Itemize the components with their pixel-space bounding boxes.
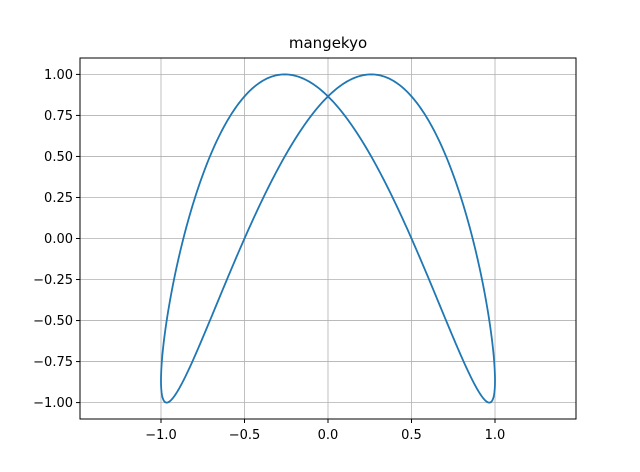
x-tick-label: −1.0 [145, 428, 177, 443]
x-tick-label: −0.5 [229, 428, 261, 443]
y-tick-label: −0.75 [33, 355, 73, 370]
y-tick-label: 0.50 [44, 150, 73, 165]
y-tick-label: 0.00 [44, 232, 73, 247]
x-axis: −1.0 −0.5 0.0 0.5 1.0 [145, 419, 505, 443]
chart-title: mangekyo [289, 34, 367, 52]
y-axis: −1.00 −0.75 −0.50 −0.25 0.00 0.25 0.50 0.75 1.00 [33, 68, 80, 411]
y-tick-label: 0.75 [44, 109, 73, 124]
y-tick-label: −0.25 [33, 273, 73, 288]
x-tick-label: 0.5 [401, 428, 422, 443]
y-tick-label: −0.50 [33, 314, 73, 329]
x-tick-label: 0.0 [318, 428, 339, 443]
series-line [160, 73, 496, 404]
plot-area [160, 73, 496, 404]
grid [80, 58, 576, 419]
x-tick-label: 1.0 [485, 428, 506, 443]
y-tick-label: 0.25 [44, 191, 73, 206]
y-tick-label: −1.00 [33, 396, 73, 411]
y-tick-label: 1.00 [44, 68, 73, 83]
